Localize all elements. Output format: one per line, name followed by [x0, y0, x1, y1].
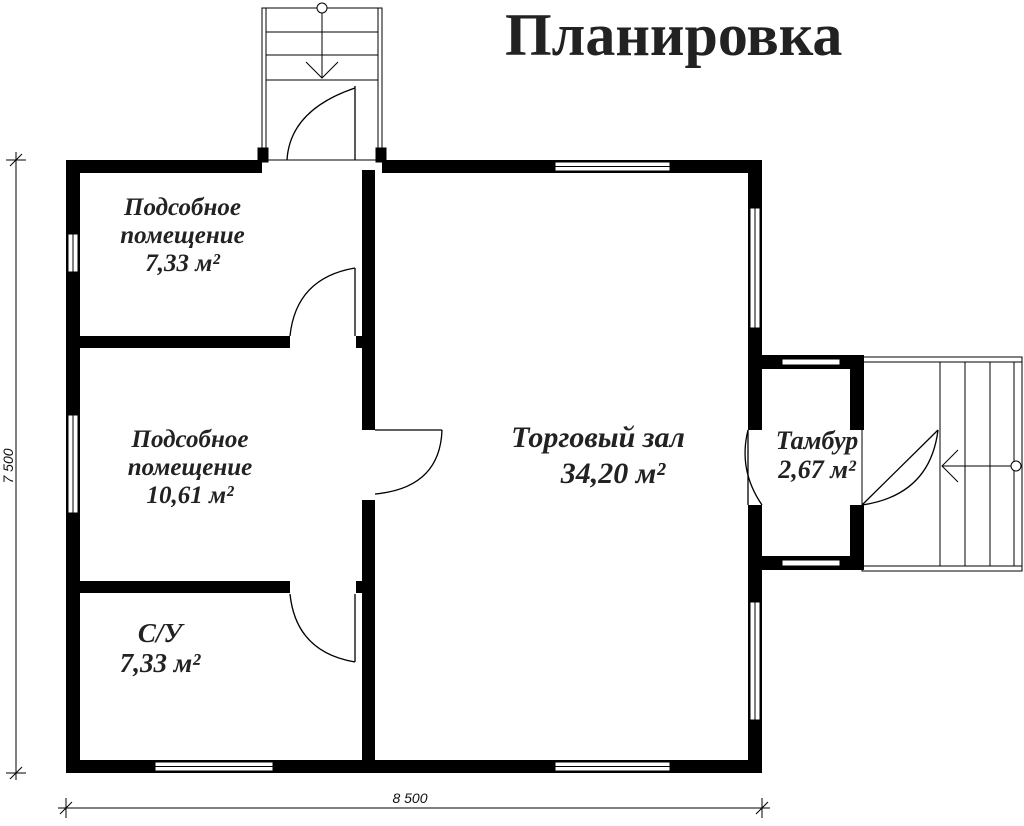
right-stairs: [861, 356, 1023, 572]
interior-walls: [78, 170, 375, 762]
doors: [286, 86, 939, 663]
dimension-lines: [6, 152, 770, 818]
room-sales-hall-area: 34,20 м²: [560, 457, 666, 490]
room-tambur-label: Тамбур 2,67 м²: [758, 426, 876, 484]
room-utility-1-name-line2: помещение: [120, 222, 245, 249]
room-utility-2-name-line2: помещение: [127, 454, 253, 481]
room-utility-1-name-line1: Подсобное: [124, 194, 241, 221]
height-dimension-label: 7 500: [0, 448, 16, 483]
wall-top-left: [66, 160, 262, 173]
top-stairs: [257, 2, 387, 163]
width-dimension-label: 8 500: [392, 790, 427, 806]
room-utility-2-label: Подсобное помещение 10,61 м²: [100, 426, 280, 510]
room-utility-2-name-line1: Подсобное: [131, 426, 249, 453]
room-utility-1-area: 7,33 м²: [145, 250, 220, 277]
room-utility-1-label: Подсобное помещение 7,33 м²: [95, 194, 270, 278]
room-bathroom-label: С/У 7,33 м²: [95, 618, 225, 678]
windows: [67, 161, 761, 772]
room-tambur-area: 2,67 м²: [778, 455, 856, 485]
room-sales-hall-name: Торговый зал: [511, 421, 685, 454]
room-utility-2-area: 10,61 м²: [146, 482, 234, 509]
room-bathroom-area: 7,33 м²: [119, 648, 201, 679]
room-tambur-name: Тамбур: [775, 426, 859, 455]
room-sales-hall-label: Торговый зал 34,20 м²: [478, 420, 718, 492]
room-bathroom-name: С/У: [137, 618, 183, 648]
page-title: Планировка: [505, 2, 843, 68]
tambur-walls: [762, 355, 864, 570]
